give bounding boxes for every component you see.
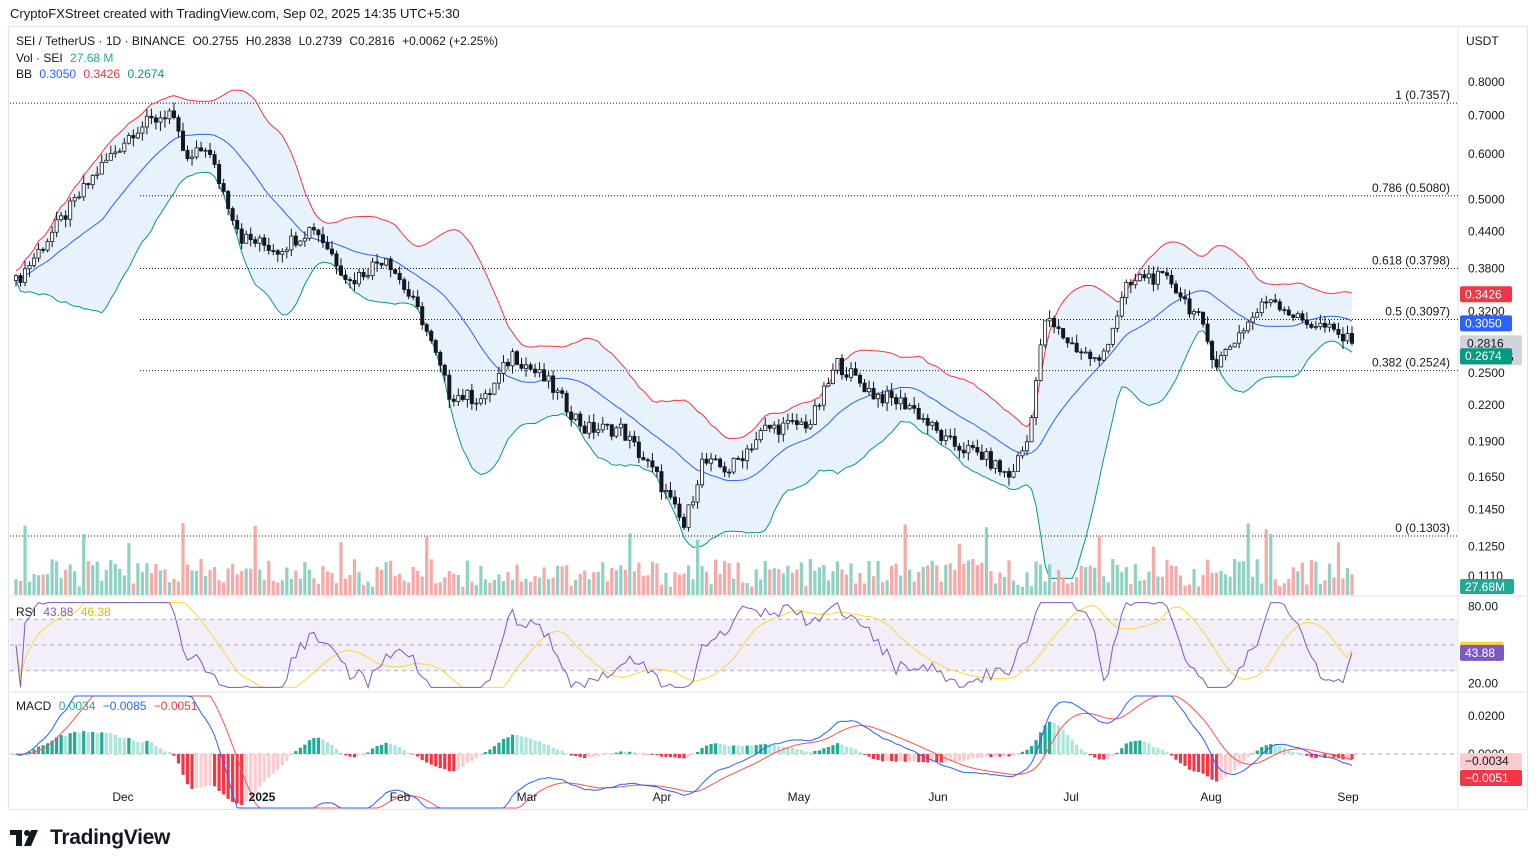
rsi-legend[interactable]: RSI 43.88 46.38 (16, 605, 115, 619)
tradingview-logo-icon (10, 830, 38, 846)
macd-hist-value: 0.0034 (58, 699, 96, 713)
rsi-ma-value: 46.38 (80, 605, 111, 619)
symbol-title: SEI / TetherUS · 1D · BINANCE (16, 34, 186, 48)
macd-legend[interactable]: MACD 0.0034 −0.0085 −0.0051 (16, 699, 202, 713)
macd-label: MACD (16, 699, 52, 713)
symbol-legend[interactable]: SEI / TetherUS · 1D · BINANCE O0.2755 H0… (16, 34, 502, 48)
rsi-label: RSI (16, 605, 37, 619)
ohlc-low: L0.2739 (298, 34, 343, 48)
chart-caption: CryptoFXStreet created with TradingView.… (10, 6, 460, 21)
footer-brand: TradingView (50, 826, 171, 849)
volume-legend[interactable]: Vol · SEI 27.68 M (16, 51, 117, 65)
ohlc-high: H0.2838 (245, 34, 292, 48)
chart-frame (8, 26, 1528, 810)
bb-lower-value: 0.2674 (127, 67, 165, 81)
ohlc-close: C0.2816 (349, 34, 395, 48)
volume-value: 27.68 M (70, 51, 114, 65)
currency-label[interactable]: USDT (1466, 34, 1499, 48)
bb-legend[interactable]: BB 0.3050 0.3426 0.2674 (16, 67, 168, 81)
rsi-value: 43.88 (43, 605, 74, 619)
bb-upper-value: 0.3426 (83, 67, 121, 81)
ohlc-open: O0.2755 (192, 34, 239, 48)
footer-logo: TradingView (10, 826, 170, 850)
macd-signal-value: −0.0051 (153, 699, 198, 713)
volume-label: Vol · SEI (16, 51, 63, 65)
bb-mid-value: 0.3050 (39, 67, 77, 81)
ohlc-change: +0.0062 (+2.25%) (402, 34, 499, 48)
bb-label: BB (16, 67, 33, 81)
macd-line-value: −0.0085 (102, 699, 147, 713)
